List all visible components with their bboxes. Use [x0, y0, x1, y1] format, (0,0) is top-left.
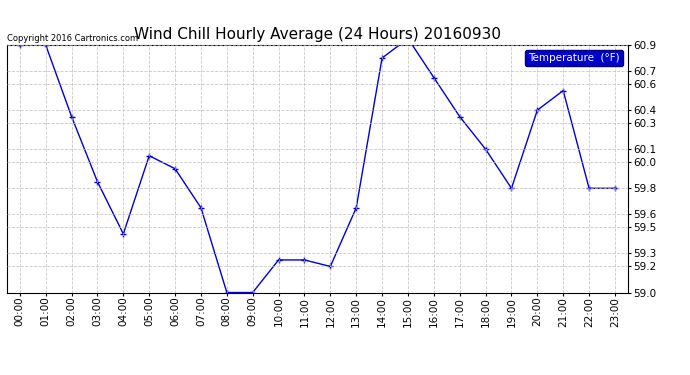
Legend: Temperature  (°F): Temperature (°F)	[525, 50, 622, 66]
Title: Wind Chill Hourly Average (24 Hours) 20160930: Wind Chill Hourly Average (24 Hours) 201…	[134, 27, 501, 42]
Text: Copyright 2016 Cartronics.com: Copyright 2016 Cartronics.com	[7, 33, 138, 42]
